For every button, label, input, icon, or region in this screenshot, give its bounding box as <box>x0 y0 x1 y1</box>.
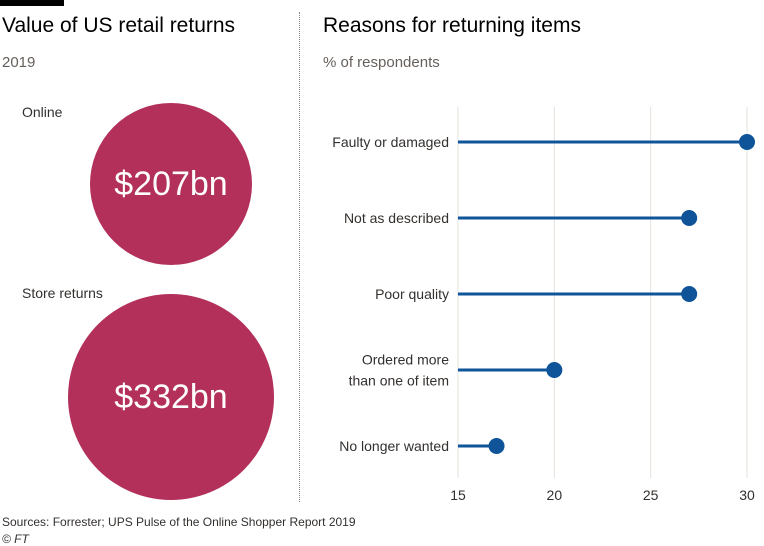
category-label-2-0: Poor quality <box>375 286 449 302</box>
category-label-1-0: Not as described <box>344 210 449 226</box>
category-label-4-0: No longer wanted <box>339 438 449 454</box>
lollipop-dot-0 <box>739 134 755 150</box>
ft-top-bar <box>0 0 64 6</box>
lollipop-dot-2 <box>681 286 698 302</box>
lollipop-dot-3 <box>546 362 563 378</box>
bubble-label-online: Online <box>22 104 63 120</box>
ft-credit: © FT <box>2 532 29 546</box>
bubble-value-store: $332bn <box>114 377 228 416</box>
category-label-3-1: than one of item <box>349 373 449 389</box>
bubble-online: $207bn <box>90 103 252 265</box>
category-label-0-0: Faulty or damaged <box>332 134 449 150</box>
x-tick-label-25: 25 <box>643 487 659 503</box>
source-note: Sources: Forrester; UPS Pulse of the Onl… <box>2 515 356 529</box>
x-tick-label-20: 20 <box>547 487 563 503</box>
x-tick-label-15: 15 <box>450 487 466 503</box>
left-chart-subtitle: 2019 <box>2 54 36 71</box>
bubble-store: $332bn <box>68 294 274 500</box>
bubble-value-online: $207bn <box>114 164 228 203</box>
bubble-label-store: Store returns <box>22 285 103 301</box>
lollipop-dot-1 <box>681 210 698 226</box>
right-chart-subtitle: % of respondents <box>323 54 440 71</box>
left-chart-title: Value of US retail returns <box>2 14 236 37</box>
panel-divider <box>299 12 300 502</box>
category-label-3-0: Ordered more <box>362 352 449 368</box>
right-chart-title: Reasons for returning items <box>323 14 581 37</box>
lollipop-dot-4 <box>488 438 505 454</box>
x-tick-label-30: 30 <box>739 487 755 503</box>
